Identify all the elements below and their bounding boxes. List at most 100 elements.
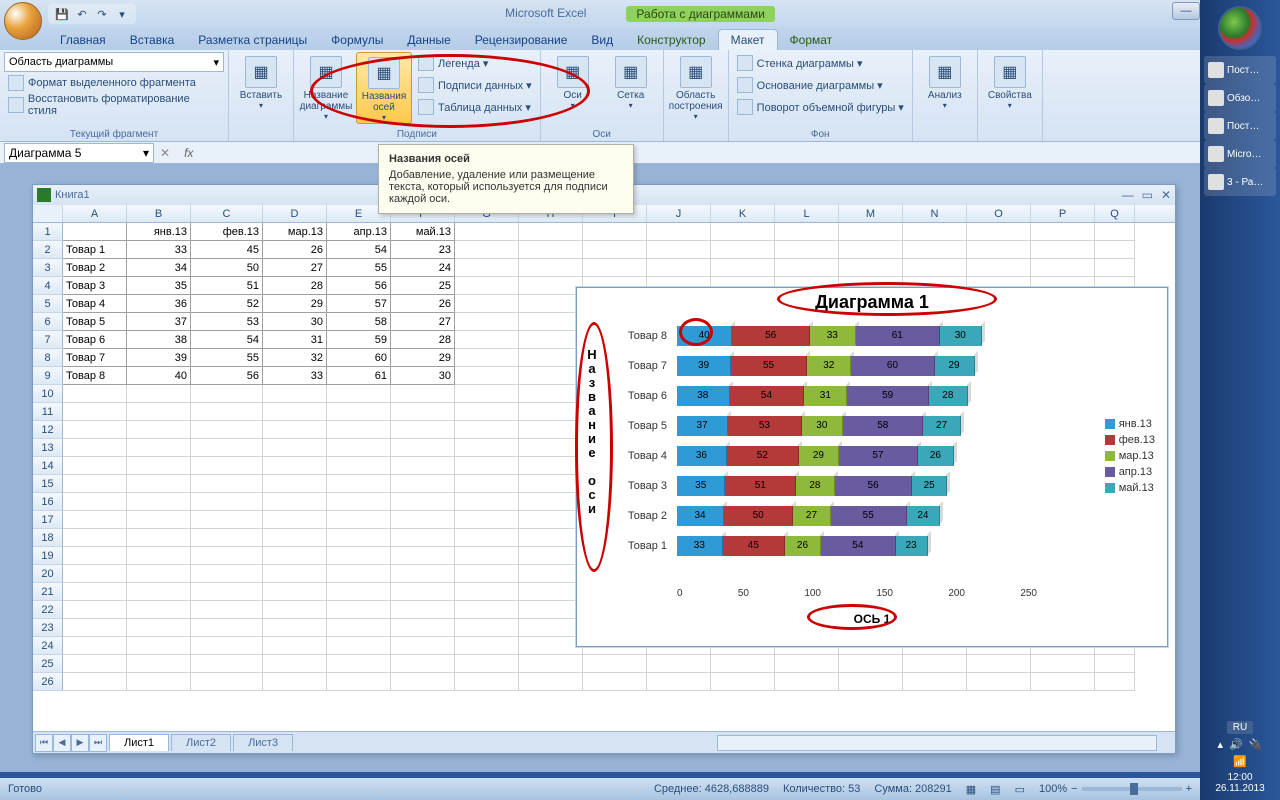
cell[interactable] <box>647 259 711 277</box>
ribbon-tab[interactable]: Формулы <box>319 30 395 50</box>
cell[interactable] <box>647 223 711 241</box>
bar-segment[interactable]: 57 <box>839 446 918 466</box>
cell[interactable]: 55 <box>327 259 391 277</box>
cell[interactable] <box>711 223 775 241</box>
cell[interactable] <box>455 403 519 421</box>
cell[interactable] <box>191 529 263 547</box>
cell[interactable] <box>519 565 583 583</box>
bar-segment[interactable]: 38 <box>677 386 730 406</box>
bar-segment[interactable]: 24 <box>907 506 940 526</box>
cell[interactable]: 56 <box>327 277 391 295</box>
bar-segment[interactable]: 53 <box>728 416 801 436</box>
cell[interactable]: Товар 8 <box>63 367 127 385</box>
cell[interactable] <box>327 529 391 547</box>
cell[interactable] <box>127 439 191 457</box>
ribbon-tab[interactable]: Конструктор <box>625 30 717 50</box>
chart-element-selector[interactable]: Область диаграммы▾ <box>4 52 224 72</box>
cell[interactable] <box>327 457 391 475</box>
cell[interactable] <box>1031 259 1095 277</box>
bar-segment[interactable]: 29 <box>935 356 975 376</box>
undo-icon[interactable]: ↶ <box>74 6 90 22</box>
legend-item[interactable]: май.13 <box>1105 482 1155 494</box>
cell[interactable] <box>191 457 263 475</box>
cell[interactable]: 40 <box>127 367 191 385</box>
cell[interactable] <box>327 403 391 421</box>
column-header[interactable]: O <box>967 205 1031 222</box>
cell[interactable] <box>647 241 711 259</box>
cell[interactable] <box>519 385 583 403</box>
cell[interactable] <box>519 349 583 367</box>
next-sheet-button[interactable]: ▶ <box>71 734 89 752</box>
cell[interactable] <box>711 241 775 259</box>
cell[interactable] <box>63 565 127 583</box>
cell[interactable] <box>127 637 191 655</box>
cell[interactable]: 51 <box>191 277 263 295</box>
cell[interactable] <box>127 529 191 547</box>
cell[interactable] <box>1095 259 1135 277</box>
bar-segment[interactable]: 30 <box>940 326 982 346</box>
bar-segment[interactable]: 52 <box>727 446 799 466</box>
row-header[interactable]: 26 <box>33 673 63 691</box>
cell[interactable] <box>127 493 191 511</box>
cell[interactable]: 45 <box>191 241 263 259</box>
bar-segment[interactable]: 61 <box>856 326 940 346</box>
cell[interactable] <box>263 493 327 511</box>
cell[interactable] <box>583 655 647 673</box>
cell[interactable] <box>967 673 1031 691</box>
cell[interactable] <box>1095 241 1135 259</box>
cell[interactable] <box>903 655 967 673</box>
taskbar-item[interactable]: Обзо… <box>1204 84 1276 112</box>
cell[interactable]: 53 <box>191 313 263 331</box>
cell[interactable] <box>967 259 1031 277</box>
row-header[interactable]: 12 <box>33 421 63 439</box>
cell[interactable] <box>519 277 583 295</box>
cell[interactable] <box>391 385 455 403</box>
cell[interactable]: Товар 5 <box>63 313 127 331</box>
ribbon-small-button[interactable]: Легенда ▾ <box>414 52 536 74</box>
cell[interactable] <box>391 439 455 457</box>
cell[interactable] <box>455 637 519 655</box>
cell[interactable] <box>63 403 127 421</box>
cell[interactable] <box>63 421 127 439</box>
cell[interactable] <box>455 511 519 529</box>
language-indicator[interactable]: RU <box>1227 721 1253 734</box>
cell[interactable] <box>191 385 263 403</box>
cell[interactable] <box>191 583 263 601</box>
cell[interactable] <box>263 565 327 583</box>
cell[interactable]: 54 <box>191 331 263 349</box>
cell[interactable] <box>455 601 519 619</box>
cell[interactable] <box>775 259 839 277</box>
legend-item[interactable]: янв.13 <box>1105 418 1155 430</box>
cell[interactable]: 52 <box>191 295 263 313</box>
row-header[interactable]: 14 <box>33 457 63 475</box>
cell[interactable] <box>519 421 583 439</box>
cell[interactable]: 29 <box>391 349 455 367</box>
row-header[interactable]: 5 <box>33 295 63 313</box>
cell[interactable] <box>391 493 455 511</box>
cell[interactable] <box>63 493 127 511</box>
cell[interactable] <box>391 583 455 601</box>
row-header[interactable]: 7 <box>33 331 63 349</box>
cell[interactable] <box>903 223 967 241</box>
column-header[interactable]: M <box>839 205 903 222</box>
cell[interactable] <box>127 385 191 403</box>
sheet-tab[interactable]: Лист3 <box>233 734 293 751</box>
cell[interactable] <box>263 511 327 529</box>
cell[interactable] <box>263 457 327 475</box>
bar-segment[interactable]: 33 <box>810 326 856 346</box>
bar-segment[interactable]: 27 <box>923 416 960 436</box>
bar-segment[interactable]: 27 <box>793 506 830 526</box>
cell[interactable] <box>519 439 583 457</box>
cell[interactable] <box>967 223 1031 241</box>
select-all-cell[interactable] <box>33 205 63 222</box>
ribbon-big-button[interactable]: ▦Вставить▾ <box>233 52 289 124</box>
column-header[interactable]: B <box>127 205 191 222</box>
view-normal-icon[interactable]: ▦ <box>966 783 976 796</box>
ribbon-tab[interactable]: Формат <box>778 30 845 50</box>
cell[interactable] <box>327 493 391 511</box>
column-header[interactable]: N <box>903 205 967 222</box>
cell[interactable] <box>327 421 391 439</box>
cell[interactable] <box>391 529 455 547</box>
bar-segment[interactable]: 60 <box>851 356 934 376</box>
cell[interactable] <box>455 385 519 403</box>
